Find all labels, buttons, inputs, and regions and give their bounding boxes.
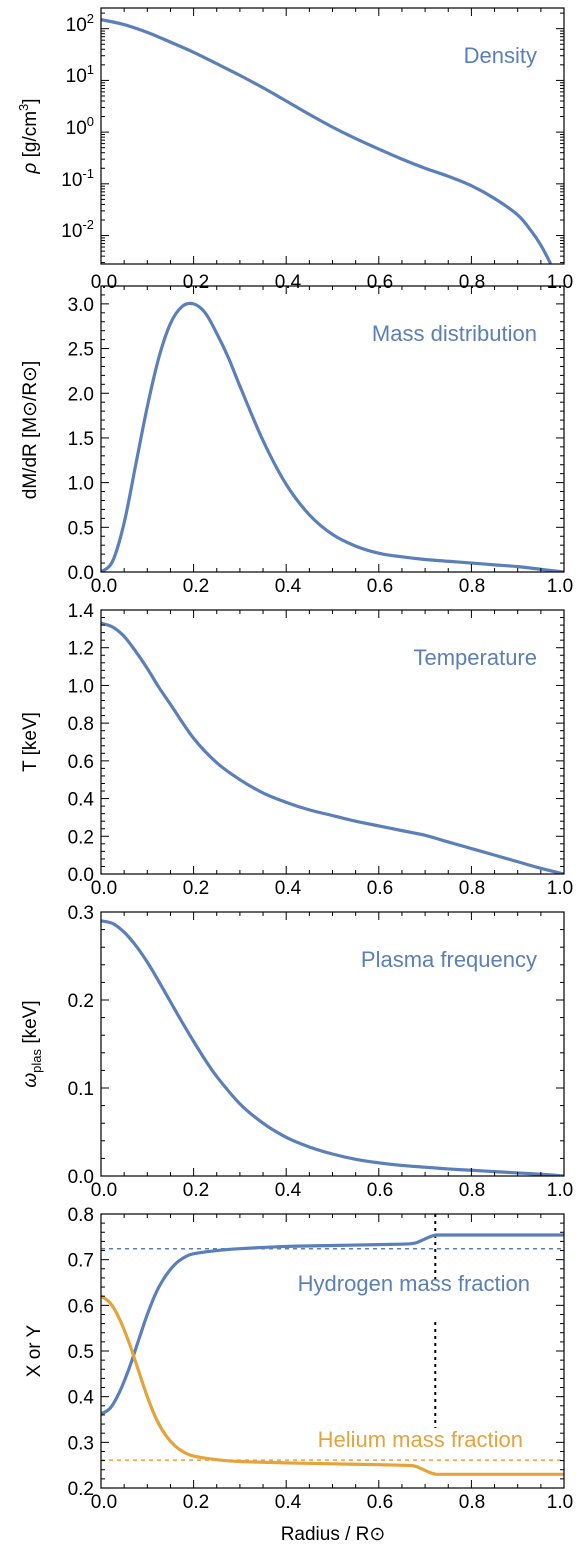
- x-tick-label: 0.8: [459, 576, 485, 597]
- plasma-y-axis-label: ωplas [keV]: [20, 1000, 44, 1087]
- series-line: [101, 919, 564, 1176]
- series-line: [101, 301, 564, 572]
- x-tick-label: 0.6: [367, 272, 393, 293]
- y-tick-label: 1.4: [68, 601, 95, 622]
- x-tick-label: 0.4: [275, 1180, 302, 1201]
- y-tick-label: 0.5: [68, 1342, 94, 1363]
- x-tick-label: 0.0: [91, 1492, 117, 1513]
- x-tick-label: 0.6: [367, 1180, 393, 1201]
- y-tick-label: 0.5: [68, 518, 94, 539]
- x-tick-label: 0.0: [91, 878, 117, 899]
- y-tick-label: 0.1: [68, 1079, 94, 1100]
- x-tick-label: 0.8: [459, 272, 485, 293]
- plasma-annotation: Plasma frequency: [361, 947, 537, 972]
- x-tick-label: 0.8: [459, 878, 485, 899]
- y-tick-label: 0.2: [68, 991, 94, 1012]
- x-axis-label: Radius / R⊙: [281, 1524, 386, 1545]
- y-tick-label: 0.0: [68, 865, 94, 886]
- x-tick-label: 0.6: [367, 1492, 393, 1513]
- series-line: [101, 1294, 564, 1476]
- mass-annotation: Mass distribution: [372, 321, 537, 346]
- plasma-x-tick-labels: 0.0 0.2 0.4 0.6 0.8 1.0: [91, 1180, 573, 1201]
- y-tick-label: 2.5: [68, 340, 94, 361]
- mass-x-tick-labels: 0.0 0.2 0.4 0.6 0.8 1.0: [91, 576, 573, 597]
- temperature-y-axis-label: T [keV]: [20, 712, 41, 772]
- plasma-y-tick-labels: 0.0 0.1 0.2 0.3: [68, 903, 94, 1188]
- y-tick-label: 0.7: [68, 1251, 94, 1272]
- y-tick-label: 10-1: [61, 166, 94, 191]
- y-tick-label: 0.3: [68, 903, 94, 924]
- x-tick-label: 0.6: [367, 878, 393, 899]
- x-tick-label: 0.8: [459, 1492, 485, 1513]
- mass-fraction-panel: 0.2 0.3 0.4 0.5 0.6 0.7 0.8 0.0 0.2 0.4 0.6 0.…: [24, 1205, 573, 1545]
- x-tick-label: 0.4: [275, 1492, 302, 1513]
- x-tick-label: 1.0: [547, 1492, 573, 1513]
- y-tick-label: 102: [66, 11, 94, 36]
- y-tick-label: 0.2: [68, 827, 94, 848]
- y-tick-label: 100: [66, 114, 94, 139]
- y-tick-label: 0.0: [68, 1167, 94, 1188]
- temperature-panel: 0.0 0.2 0.4 0.6 0.8 1.0 1.2 1.4 0.0 0.2 0.4 0.6…: [20, 601, 573, 899]
- x-tick-label: 0.2: [183, 878, 209, 899]
- mass-y-axis-label: dM/dR [M⊙/R⊙]: [20, 361, 41, 499]
- y-tick-label: 0.0: [68, 563, 94, 584]
- plasma-frequency-panel: 0.0 0.1 0.2 0.3 0.0 0.2 0.4 0.6 0.8 1.0 ωpl…: [20, 903, 573, 1201]
- x-tick-label: 0.4: [275, 272, 302, 293]
- fraction-y-tick-labels: 0.2 0.3 0.4 0.5 0.6 0.7 0.8: [68, 1205, 95, 1500]
- y-tick-label: 0.2: [68, 1479, 94, 1500]
- series-line: [101, 17, 552, 264]
- temperature-x-tick-labels: 0.0 0.2 0.4 0.6 0.8 1.0: [91, 878, 573, 899]
- temperature-annotation: Temperature: [413, 645, 537, 670]
- y-tick-label: 0.6: [68, 1296, 94, 1317]
- y-tick-label: 0.8: [68, 714, 94, 735]
- x-tick-label: 0.2: [183, 1492, 209, 1513]
- series-line: [101, 621, 564, 874]
- fraction-y-axis-label: X or Y: [24, 1324, 45, 1377]
- x-tick-label: 0.2: [183, 576, 209, 597]
- density-annotation: Density: [464, 43, 537, 68]
- x-tick-label: 0.8: [459, 1180, 485, 1201]
- helium-annotation: Helium mass fraction: [318, 1427, 523, 1452]
- density-panel: 102 101 100 10-1 10-2 0.0 0.2 0.4 0.6 0.…: [16, 7, 573, 293]
- x-tick-label: 0.0: [91, 1180, 117, 1201]
- y-tick-label: 0.6: [68, 752, 94, 773]
- x-tick-label: 0.4: [275, 576, 302, 597]
- x-tick-label: 0.4: [275, 878, 302, 899]
- y-tick-label: 1.5: [68, 429, 94, 450]
- mass-y-tick-labels: 0.0 0.5 1.0 1.5 2.0 2.5 3.0: [68, 295, 94, 584]
- x-tick-label: 0.2: [183, 1180, 209, 1201]
- density-y-axis-label: ρ [g/cm3]: [16, 98, 41, 174]
- y-tick-label: 1.2: [68, 639, 94, 660]
- x-tick-label: 1.0: [547, 878, 573, 899]
- y-tick-label: 3.0: [68, 295, 94, 316]
- fraction-x-tick-labels: 0.0 0.2 0.4 0.6 0.8 1.0: [91, 1492, 573, 1513]
- y-tick-label: 0.8: [68, 1205, 94, 1226]
- x-tick-label: 1.0: [547, 1180, 573, 1201]
- y-tick-label: 1.0: [68, 676, 94, 697]
- x-tick-label: 1.0: [547, 272, 573, 293]
- y-tick-label: 2.0: [68, 384, 94, 405]
- y-tick-label: 0.4: [68, 790, 95, 811]
- y-tick-label: 0.3: [68, 1433, 94, 1454]
- x-tick-label: 0.0: [91, 576, 117, 597]
- y-tick-label: 10-2: [61, 217, 94, 242]
- x-tick-label: 0.2: [183, 272, 209, 293]
- y-tick-label: 101: [66, 62, 94, 87]
- density-y-tick-labels: 102 101 100 10-1 10-2: [61, 11, 94, 242]
- x-tick-label: 0.0: [91, 272, 117, 293]
- y-tick-label: 1.0: [68, 474, 94, 495]
- x-tick-label: 0.6: [367, 576, 393, 597]
- series-line: [101, 1233, 564, 1416]
- hydrogen-annotation: Hydrogen mass fraction: [298, 1271, 530, 1296]
- temperature-y-tick-labels: 0.0 0.2 0.4 0.6 0.8 1.0 1.2 1.4: [68, 601, 95, 886]
- x-tick-label: 1.0: [547, 576, 573, 597]
- mass-distribution-panel: 0.0 0.5 1.0 1.5 2.0 2.5 3.0 0.0 0.2 0.4 0.6 0.…: [20, 285, 573, 597]
- density-x-tick-labels: 0.0 0.2 0.4 0.6 0.8 1.0: [91, 272, 573, 293]
- y-tick-label: 0.4: [68, 1388, 95, 1409]
